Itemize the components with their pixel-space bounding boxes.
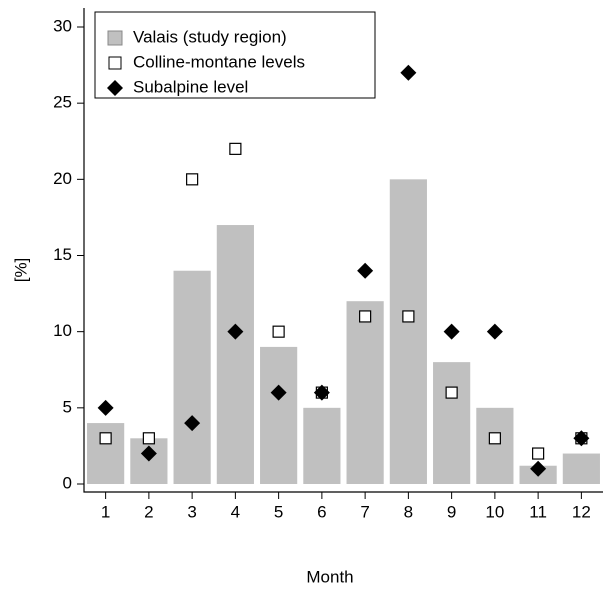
y-tick-label: 20 [53,169,72,188]
y-tick-label: 10 [53,321,72,340]
square-marker [142,432,155,445]
square-marker [402,310,415,323]
diamond-marker [443,323,460,340]
x-tick-label: 5 [274,502,283,521]
bar [562,453,600,484]
diamond-marker [270,384,287,401]
bar [346,301,384,484]
square-marker [445,386,458,399]
square-marker [186,173,199,186]
y-tick-label: 15 [53,245,72,264]
x-tick-label: 7 [360,502,369,521]
x-tick-label: 9 [447,502,456,521]
square-marker [99,432,112,445]
x-tick-label: 10 [485,502,504,521]
legend-label: Colline-montane levels [133,52,305,71]
diamond-marker [357,262,374,279]
y-tick-label: 30 [53,16,72,35]
bar [476,407,514,484]
diamond-marker [97,399,114,416]
y-tick-label: 5 [63,397,72,416]
bar [173,270,211,484]
bar [433,362,471,484]
diamond-marker [184,415,201,432]
diamond-marker [486,323,503,340]
legend-swatch [107,30,123,46]
diamond-marker [227,323,244,340]
square-marker [359,310,372,323]
bar [389,179,427,485]
x-tick-label: 1 [101,502,110,521]
legend-swatch [108,56,122,70]
bar [303,407,341,484]
x-tick-label: 2 [144,502,153,521]
bar [260,346,298,484]
legend-label: Subalpine level [133,77,248,96]
x-tick-label: 12 [572,502,591,521]
square-marker [229,142,242,155]
x-tick-label: 3 [187,502,196,521]
square-marker [532,447,545,460]
diamond-marker [400,64,417,81]
legend-label: Valais (study region) [133,27,287,46]
x-tick-label: 8 [404,502,413,521]
diamond-marker [313,384,330,401]
bar [216,225,254,485]
legend-box [94,11,376,99]
square-marker [272,325,285,338]
y-axis-label: [%] [11,258,30,283]
y-tick-label: 25 [53,93,72,112]
x-axis-label: Month [306,567,353,586]
y-tick-label: 0 [63,473,72,492]
legend-swatch [107,80,123,96]
diamond-marker [573,430,590,447]
x-tick-label: 11 [529,502,547,521]
diamond-marker [140,445,157,462]
x-tick-label: 6 [317,502,326,521]
x-tick-label: 4 [231,502,240,521]
diamond-marker [530,460,547,477]
axes [83,8,603,493]
square-marker [488,432,501,445]
